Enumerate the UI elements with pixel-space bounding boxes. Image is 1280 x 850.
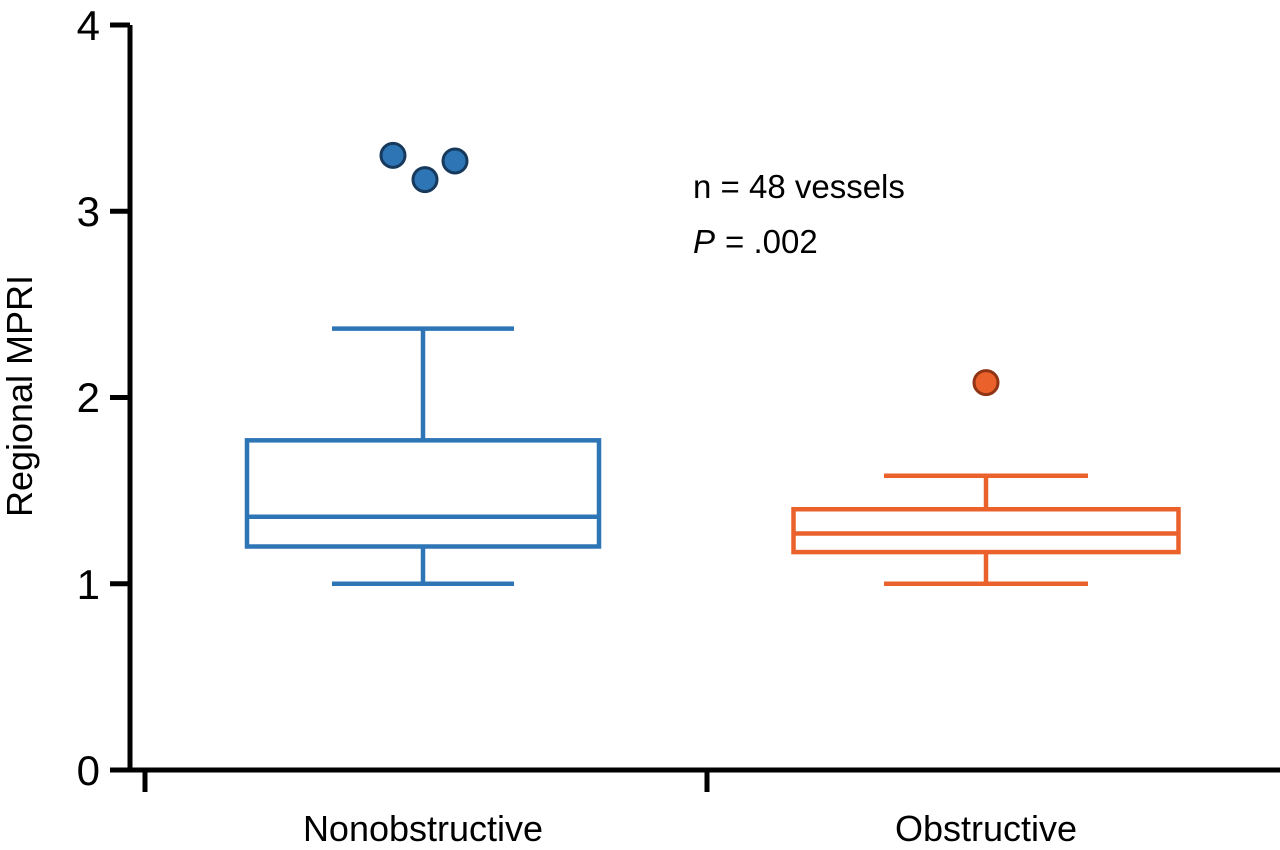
- y-tick-labels: 4 3 2 1 0: [77, 2, 100, 794]
- y-tick-label-1: 1: [77, 561, 100, 608]
- category-labels: Nonobstructive Obstructive: [303, 808, 1077, 849]
- axes: [110, 22, 1280, 792]
- iqr-box: [791, 507, 1181, 555]
- annotation-n-vessels: n = 48 vessels: [693, 168, 905, 205]
- boxplot-nonobstructive: [244, 141, 602, 586]
- outlier-point: [441, 147, 469, 175]
- category-label-obstructive: Obstructive: [895, 808, 1077, 849]
- y-axis-title: Regional MPRI: [0, 275, 40, 517]
- y-tick-label-4: 4: [77, 2, 100, 49]
- boxplot-obstructive: [791, 369, 1181, 586]
- iqr-box: [244, 438, 602, 549]
- outlier-point: [379, 141, 407, 169]
- outlier-point: [972, 369, 1000, 397]
- annotation-block: n = 48 vessels P = .002: [693, 168, 905, 260]
- annotation-p-value: P = .002: [693, 223, 818, 260]
- annotation-p-symbol: P: [693, 223, 715, 260]
- y-tick-label-0: 0: [77, 747, 100, 794]
- category-label-nonobstructive: Nonobstructive: [303, 808, 543, 849]
- y-tick-label-2: 2: [77, 374, 100, 421]
- annotation-p-number: = .002: [725, 223, 818, 260]
- y-tick-label-3: 3: [77, 188, 100, 235]
- series-layer: [244, 141, 1181, 586]
- outlier-point: [411, 166, 439, 194]
